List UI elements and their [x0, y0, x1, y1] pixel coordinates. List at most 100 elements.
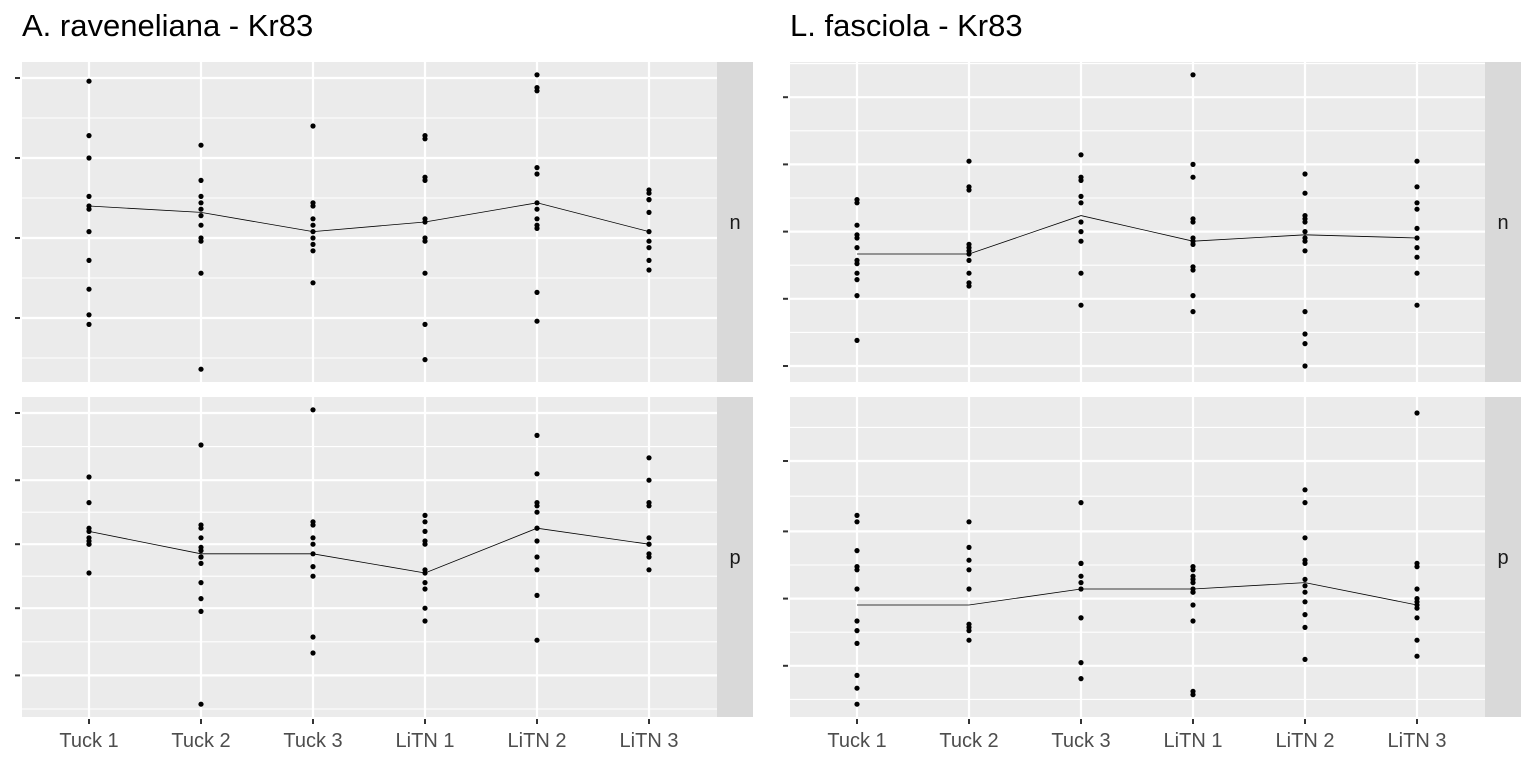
- data-point: [1078, 229, 1084, 235]
- data-point: [310, 522, 316, 528]
- data-point: [422, 238, 428, 244]
- data-point: [1078, 660, 1084, 666]
- data-point: [534, 225, 540, 231]
- data-point: [310, 241, 316, 247]
- data-point: [1190, 293, 1196, 299]
- data-point: [854, 261, 860, 267]
- chart-left: A. raveneliana - Kr83 n p Tuck 1 Tuck 2 Tuck…: [15, 8, 753, 752]
- data-point: [854, 586, 860, 592]
- x-tick-label: LiTN 3: [620, 730, 679, 752]
- data-point: [310, 280, 316, 286]
- data-point: [646, 535, 652, 541]
- data-point: [1414, 564, 1420, 570]
- data-point: [534, 538, 540, 544]
- facet-panel-n: n: [783, 62, 1521, 382]
- data-point: [86, 206, 92, 212]
- data-point: [1302, 309, 1308, 315]
- data-point: [1078, 586, 1084, 592]
- data-point: [1414, 225, 1420, 231]
- data-point: [1078, 580, 1084, 586]
- data-point: [646, 197, 652, 203]
- data-point: [854, 245, 860, 251]
- data-point: [1078, 177, 1084, 183]
- data-point: [854, 618, 860, 624]
- data-point: [198, 366, 204, 372]
- data-point: [310, 407, 316, 413]
- data-point: [534, 503, 540, 509]
- data-point: [1190, 589, 1196, 595]
- data-point: [198, 200, 204, 206]
- data-point: [422, 605, 428, 611]
- data-point: [966, 586, 972, 592]
- data-point: [86, 500, 92, 506]
- data-point: [1302, 576, 1308, 583]
- data-point: [86, 78, 92, 84]
- data-point: [1078, 200, 1084, 206]
- data-point: [534, 289, 540, 295]
- data-point: [966, 257, 972, 263]
- data-point: [534, 509, 540, 515]
- data-point: [198, 608, 204, 615]
- data-point: [310, 216, 316, 222]
- facet-panel-p: p Tuck 1 Tuck 2 Tuck 3 LiTN 1 LiTN 2 LiTN 3: [15, 397, 753, 752]
- data-point: [966, 270, 972, 276]
- data-point: [1414, 653, 1420, 659]
- data-point: [534, 567, 540, 573]
- data-point: [198, 270, 204, 276]
- data-point: [422, 519, 428, 525]
- data-point: [422, 321, 428, 327]
- data-point: [1190, 72, 1196, 78]
- data-point: [198, 442, 204, 448]
- data-point: [1302, 599, 1308, 605]
- data-point: [1078, 152, 1084, 158]
- data-point: [534, 72, 540, 78]
- data-point: [422, 219, 428, 225]
- data-point: [534, 637, 540, 643]
- x-tick-label: Tuck 3: [1051, 730, 1110, 752]
- chart-right: L. fasciola - Kr83 n p Tuck 1 Tuck 2 Tuck 3 L…: [768, 0, 1536, 768]
- data-point: [1190, 241, 1196, 247]
- data-point: [1190, 267, 1196, 273]
- data-point: [1190, 618, 1196, 624]
- data-point: [198, 238, 204, 244]
- data-point: [534, 216, 540, 222]
- data-point: [1414, 270, 1420, 276]
- data-point: [646, 267, 652, 273]
- data-point: [966, 187, 972, 193]
- data-point: [86, 528, 92, 535]
- data-point: [1414, 158, 1420, 164]
- data-point: [646, 455, 652, 461]
- data-point: [1078, 302, 1084, 308]
- data-point: [966, 251, 972, 257]
- chart-title: A. raveneliana - Kr83: [22, 8, 314, 43]
- facet-strip-label: p: [729, 547, 740, 569]
- data-point: [854, 270, 860, 276]
- data-point: [86, 155, 92, 161]
- data-point: [1302, 500, 1308, 506]
- data-point: [422, 270, 428, 276]
- data-point: [966, 283, 972, 289]
- data-point: [198, 701, 204, 707]
- data-point: [198, 535, 204, 541]
- data-point: [198, 177, 204, 183]
- data-point: [310, 222, 316, 228]
- data-point: [198, 580, 204, 586]
- data-point: [534, 554, 540, 560]
- data-point: [422, 570, 428, 576]
- facet-strip-label: n: [729, 212, 740, 234]
- chart-title: L. fasciola - Kr83: [790, 8, 1023, 43]
- data-point: [854, 672, 860, 679]
- data-point: [198, 206, 204, 212]
- data-point: [86, 229, 92, 235]
- data-point: [310, 535, 316, 541]
- facet-strip: [1485, 62, 1521, 382]
- data-point: [854, 293, 860, 299]
- data-point: [310, 235, 316, 241]
- data-point: [1302, 560, 1308, 567]
- data-point: [1414, 184, 1420, 190]
- data-point: [422, 586, 428, 592]
- data-point: [1190, 602, 1196, 608]
- data-point: [86, 286, 92, 292]
- data-point: [1302, 612, 1308, 618]
- data-point: [1078, 500, 1084, 506]
